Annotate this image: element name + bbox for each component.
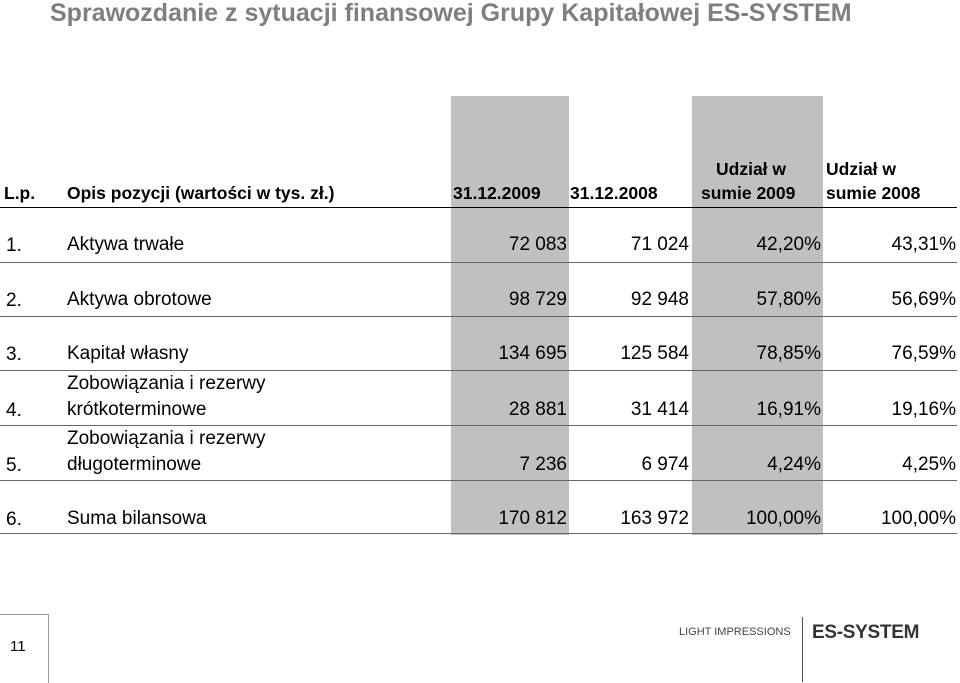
row-divider [0, 425, 957, 426]
header-2008: 31.12.2008 [570, 183, 658, 203]
row-divider [0, 370, 957, 371]
row-value-2008: 163 972 [620, 508, 689, 529]
row-share-2009: 100,00% [745, 508, 821, 529]
row-value-2009: 72 083 [508, 234, 567, 255]
row-divider [0, 316, 957, 317]
row-lp: 2. [6, 290, 22, 311]
header-item: Opis pozycji (wartości w tys. zł.) [67, 183, 335, 203]
row-share-2008: 19,16% [891, 399, 956, 420]
row-value-2009: 98 729 [508, 289, 567, 310]
header-lp: L.p. [4, 183, 36, 203]
page-title: Sprawozdanie z sytuacji finansowej Grupy… [50, 0, 852, 28]
row-share-2008: 43,31% [891, 234, 956, 255]
row-lp: 6. [6, 509, 22, 530]
row-share-2008: 100,00% [880, 508, 956, 529]
row-divider [0, 480, 957, 481]
company-logo: ES-SYSTEM [812, 622, 920, 643]
row-share-2008: 56,69% [891, 289, 956, 310]
row-share-2009: 78,85% [756, 343, 821, 364]
row-value-2009: 28 881 [508, 399, 567, 420]
row-value-2008: 125 584 [620, 343, 689, 364]
row-item: Aktywa obrotowe [67, 289, 212, 310]
row-value-2008: 71 024 [630, 234, 689, 255]
header-2009: 31.12.2009 [453, 183, 541, 203]
row-value-2008: 92 948 [630, 289, 689, 310]
row-share-2008: 76,59% [891, 343, 956, 364]
row-value-2009: 7 236 [519, 454, 567, 475]
row-lp: 1. [6, 235, 22, 256]
row-item-line1: Zobowiązania i rezerwy [67, 428, 266, 449]
page-number-box [0, 614, 49, 683]
row-item: Kapitał własny [67, 343, 189, 364]
row-item-line1: Zobowiązania i rezerwy [67, 373, 266, 394]
light-impressions-text: LIGHT IMPRESSIONS [679, 626, 791, 638]
page-number: 11 [10, 638, 26, 655]
row-lp: 4. [6, 400, 22, 421]
row-item: Suma bilansowa [67, 508, 207, 529]
row-lp: 3. [6, 344, 22, 365]
row-value-2008: 6 974 [641, 454, 689, 475]
header-share-2008-line2: sumie 2008 [826, 183, 921, 203]
header-divider [0, 207, 957, 208]
column-2009-shade [451, 96, 569, 535]
row-value-2009: 170 812 [498, 508, 567, 529]
footer-divider [802, 617, 803, 682]
row-value-2009: 134 695 [498, 343, 567, 364]
header-share-2009-line1: Udział w [716, 159, 787, 179]
row-item: długoterminowe [67, 454, 202, 475]
header-share-2008-line1: Udział w [826, 159, 897, 179]
row-share-2008: 4,25% [902, 454, 956, 475]
row-divider [0, 262, 957, 263]
page-title-text: Sprawozdanie z sytuacji finansowej Grupy… [50, 0, 701, 27]
row-item: krótkoterminowe [67, 399, 207, 420]
row-lp: 5. [6, 455, 22, 476]
row-value-2008: 31 414 [630, 399, 689, 420]
row-share-2009: 57,80% [756, 289, 821, 310]
row-share-2009: 16,91% [756, 399, 821, 420]
row-divider [0, 533, 957, 534]
header-share-2009-line2: sumie 2009 [701, 183, 796, 203]
page-title-brand: ES-SYSTEM [707, 0, 852, 27]
share-2009-shade [692, 96, 823, 535]
row-share-2009: 4,24% [767, 454, 821, 475]
row-share-2009: 42,20% [756, 234, 821, 255]
row-item: Aktywa trwałe [67, 234, 185, 255]
